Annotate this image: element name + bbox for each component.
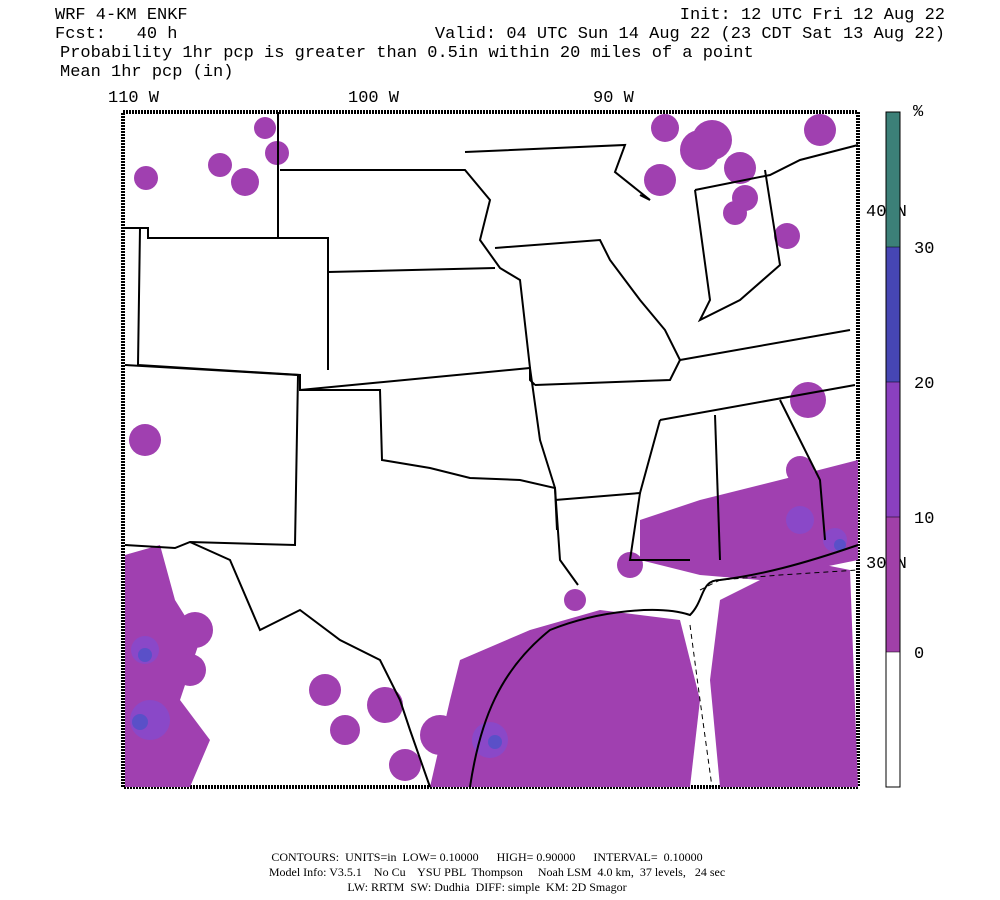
model-name: WRF 4-KM ENKF: [55, 6, 188, 25]
init-time: Init: 12 UTC Fri 12 Aug 22: [680, 6, 945, 25]
precipitation: [125, 114, 858, 787]
longitude-label: 90 W: [593, 89, 635, 108]
colorbar-label: 10: [914, 510, 934, 529]
footer-physics: LW: RRTM SW: Dudhia DIFF: simple KM: 2D …: [347, 880, 626, 894]
field-description: Mean 1hr pcp (in): [60, 63, 233, 82]
state-boundaries: [123, 112, 859, 788]
colorbar-label: 20: [914, 375, 934, 394]
colorbar: % 0 10 20 30: [885, 103, 934, 788]
colorbar-label: 30: [914, 240, 934, 259]
valid-time: Valid: 04 UTC Sun 14 Aug 22 (23 CDT Sat …: [435, 25, 945, 44]
colorbar-band: [886, 247, 900, 382]
colorbar-band: [886, 112, 900, 247]
field-description: Probability 1hr pcp is greater than 0.5i…: [60, 44, 754, 63]
forecast-hour: Fcst: 40 h: [55, 25, 177, 44]
map: [121, 110, 860, 789]
longitude-label: 110 W: [108, 89, 160, 108]
longitude-label: 100 W: [348, 89, 400, 108]
colorbar-band: [886, 517, 900, 652]
colorbar-unit: %: [913, 103, 924, 122]
colorbar-label: 0: [914, 645, 924, 664]
colorbar-band: [886, 382, 900, 517]
colorbar-frame: [885, 111, 901, 788]
footer-contours: CONTOURS: UNITS=in LOW= 0.10000 HIGH= 0.…: [271, 850, 702, 864]
footer-model-info: Model Info: V3.5.1 No Cu YSU PBL Thompso…: [269, 865, 725, 879]
colorbar-band: [886, 652, 900, 787]
